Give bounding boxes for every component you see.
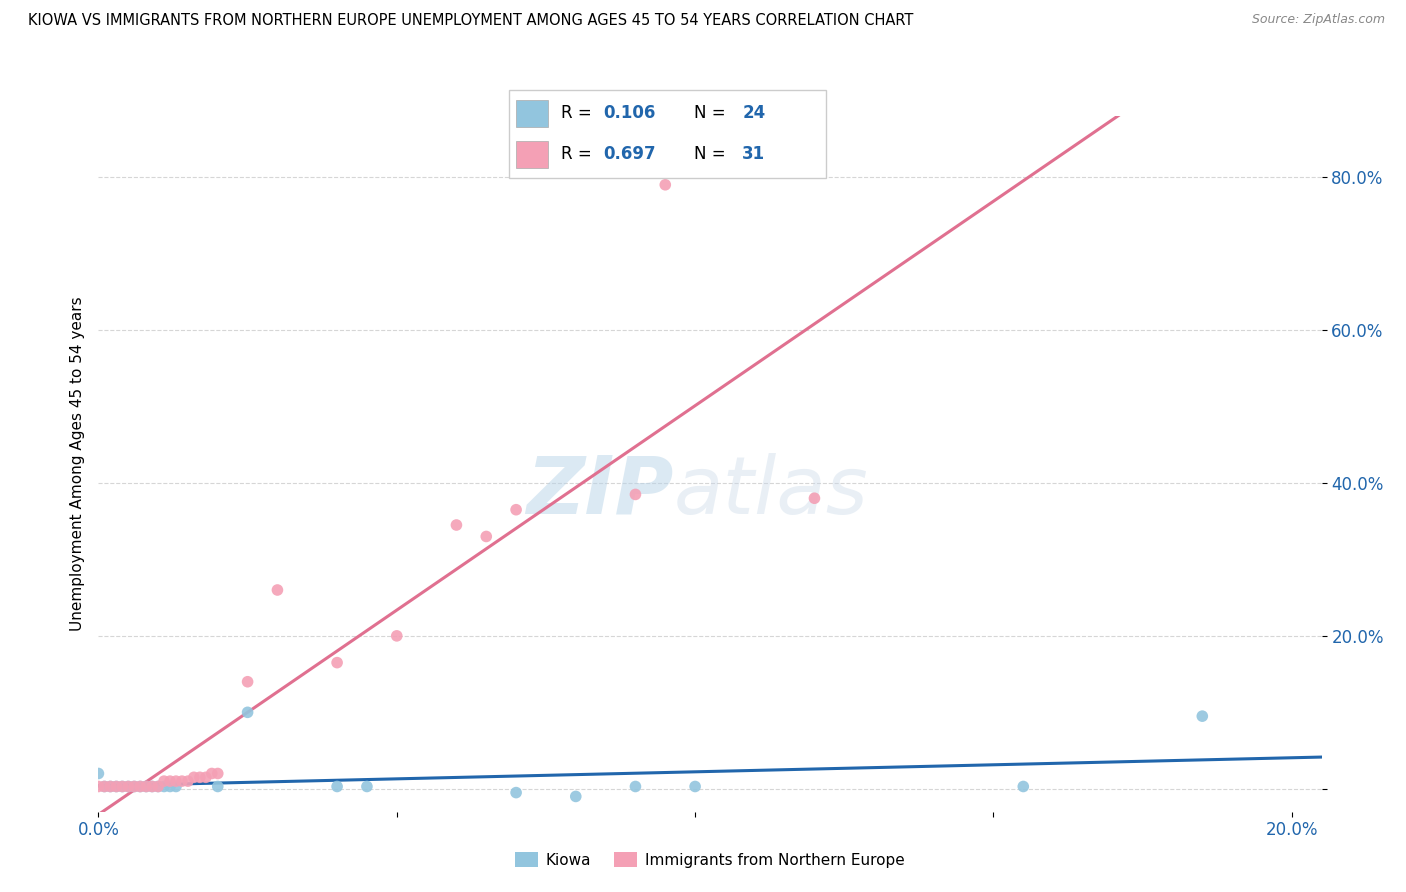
Point bbox=[183, 770, 205, 784]
Text: Source: ZipAtlas.com: Source: ZipAtlas.com bbox=[1251, 13, 1385, 27]
Point bbox=[236, 706, 259, 720]
Point bbox=[98, 780, 121, 794]
Point bbox=[135, 780, 157, 794]
Text: N =: N = bbox=[693, 145, 731, 163]
Point bbox=[266, 582, 288, 597]
Point bbox=[122, 780, 145, 794]
Point bbox=[146, 780, 169, 794]
Point bbox=[122, 780, 145, 794]
Point bbox=[165, 774, 187, 789]
Point bbox=[129, 780, 152, 794]
Text: KIOWA VS IMMIGRANTS FROM NORTHERN EUROPE UNEMPLOYMENT AMONG AGES 45 TO 54 YEARS : KIOWA VS IMMIGRANTS FROM NORTHERN EUROPE… bbox=[28, 13, 914, 29]
Point bbox=[159, 774, 181, 789]
Text: N =: N = bbox=[693, 104, 731, 122]
Point bbox=[141, 780, 163, 794]
Point bbox=[111, 780, 134, 794]
Point bbox=[236, 674, 259, 689]
Text: R =: R = bbox=[561, 104, 598, 122]
Point bbox=[98, 780, 121, 794]
Text: 0.697: 0.697 bbox=[603, 145, 655, 163]
Bar bbox=[516, 100, 548, 127]
Legend: Kiowa, Immigrants from Northern Europe: Kiowa, Immigrants from Northern Europe bbox=[509, 846, 911, 873]
FancyBboxPatch shape bbox=[509, 90, 827, 178]
Point bbox=[170, 774, 193, 789]
Point bbox=[803, 491, 825, 506]
Point bbox=[165, 780, 187, 794]
Y-axis label: Unemployment Among Ages 45 to 54 years: Unemployment Among Ages 45 to 54 years bbox=[69, 296, 84, 632]
Point bbox=[93, 780, 115, 794]
Point bbox=[385, 629, 408, 643]
Point bbox=[135, 780, 157, 794]
Text: 31: 31 bbox=[742, 145, 765, 163]
Point bbox=[654, 178, 676, 192]
Point bbox=[505, 502, 527, 516]
Point bbox=[624, 780, 647, 794]
Point bbox=[624, 487, 647, 501]
Text: R =: R = bbox=[561, 145, 598, 163]
Point bbox=[356, 780, 378, 794]
Point bbox=[177, 774, 200, 789]
Point bbox=[105, 780, 128, 794]
Point bbox=[141, 780, 163, 794]
Point bbox=[446, 518, 468, 533]
Point bbox=[188, 770, 211, 784]
Point bbox=[87, 780, 110, 794]
Point bbox=[207, 780, 229, 794]
Text: 0.106: 0.106 bbox=[603, 104, 655, 122]
Point bbox=[207, 766, 229, 780]
Point bbox=[117, 780, 139, 794]
Point bbox=[683, 780, 706, 794]
Bar bbox=[516, 141, 548, 168]
Point bbox=[565, 789, 588, 804]
Point bbox=[146, 780, 169, 794]
Point bbox=[153, 774, 176, 789]
Point bbox=[129, 780, 152, 794]
Text: 24: 24 bbox=[742, 104, 765, 122]
Point bbox=[194, 770, 217, 784]
Point bbox=[505, 786, 527, 800]
Point bbox=[87, 766, 110, 780]
Text: atlas: atlas bbox=[673, 452, 868, 531]
Point bbox=[159, 780, 181, 794]
Point bbox=[1012, 780, 1035, 794]
Point bbox=[105, 780, 128, 794]
Point bbox=[326, 780, 349, 794]
Point bbox=[475, 529, 498, 543]
Point bbox=[326, 656, 349, 670]
Text: ZIP: ZIP bbox=[526, 452, 673, 531]
Point bbox=[111, 780, 134, 794]
Point bbox=[1191, 709, 1213, 723]
Point bbox=[201, 766, 224, 780]
Point bbox=[153, 780, 176, 794]
Point bbox=[117, 780, 139, 794]
Point bbox=[93, 780, 115, 794]
